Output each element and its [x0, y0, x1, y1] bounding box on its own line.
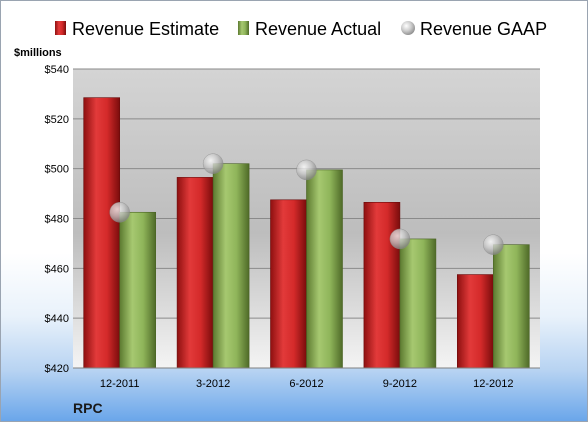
- x-tick-label: 6-2012: [289, 378, 323, 390]
- estimate-bar: [363, 202, 401, 369]
- legend-marker-gaap: [401, 21, 415, 35]
- estimate-bar: [456, 274, 494, 369]
- gaap-marker: [296, 159, 317, 181]
- estimate-bar: [270, 199, 307, 369]
- estimate-bar: [176, 177, 214, 369]
- x-axis-ticks: 12-2011 3-2012 6-2012 9-2012 12-2012: [100, 378, 514, 390]
- y-axis-ticks: $420 $440 $460 $480 $500 $520 $540: [45, 64, 69, 375]
- x-tick-label: 12-2011: [100, 378, 140, 390]
- legend: Revenue Estimate Revenue Actual Revenue …: [55, 19, 547, 39]
- legend-label-gaap: Revenue GAAP: [420, 19, 547, 39]
- bars: [83, 97, 530, 369]
- y-tick-label: $460: [45, 263, 69, 275]
- company-label: RPC: [73, 400, 103, 416]
- y-tick-label: $520: [45, 114, 69, 126]
- y-tick-label: $500: [45, 164, 69, 176]
- legend-label-estimate: Revenue Estimate: [72, 19, 219, 39]
- legend-swatch-estimate: [55, 21, 66, 35]
- x-tick-label: 12-2012: [473, 378, 513, 390]
- y-tick-label: $420: [45, 363, 69, 375]
- y-unit-label: $millions: [14, 47, 62, 59]
- actual-bar: [399, 238, 437, 369]
- gaap-marker: [109, 202, 130, 223]
- gaap-marker: [202, 153, 224, 174]
- actual-bar: [119, 211, 156, 369]
- legend-swatch-actual: [238, 21, 249, 35]
- gaap-marker: [389, 228, 411, 250]
- actual-bar: [306, 169, 343, 369]
- y-tick-label: $440: [45, 313, 69, 325]
- y-tick-label: $540: [45, 64, 69, 76]
- y-tick-label: $480: [45, 214, 69, 226]
- x-tick-label: 3-2012: [196, 378, 230, 390]
- x-tick-label: 9-2012: [383, 378, 417, 390]
- actual-bar: [212, 163, 250, 369]
- actual-bar: [492, 244, 530, 369]
- estimate-bar: [83, 97, 120, 369]
- gaap-marker: [483, 234, 504, 255]
- gaap-markers: [109, 153, 504, 255]
- legend-label-actual: Revenue Actual: [255, 19, 381, 39]
